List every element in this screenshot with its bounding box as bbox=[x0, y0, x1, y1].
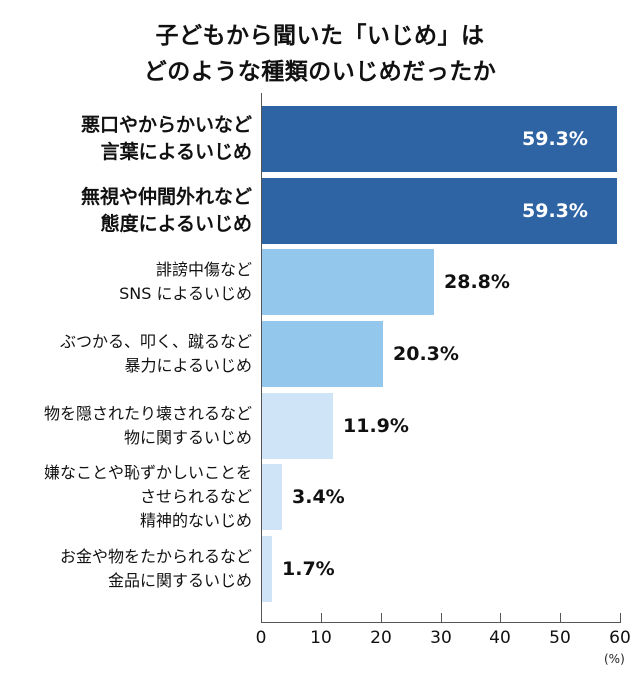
category-label: 悪口やからかいなど言葉によるいじめ bbox=[0, 112, 252, 166]
category-label-line: 悪口やからかいなど bbox=[80, 114, 252, 136]
y-axis-line bbox=[261, 93, 262, 623]
bar-5 bbox=[262, 393, 333, 459]
x-axis-unit-label: (%) bbox=[604, 652, 625, 666]
category-label: 誹謗中傷など SNS によるいじめ bbox=[0, 258, 252, 306]
x-tick bbox=[261, 613, 262, 622]
bar-4 bbox=[262, 321, 383, 387]
chart-title-line-1: 子どもから聞いた「いじめ」は bbox=[155, 23, 485, 49]
category-label-line: SNS によるいじめ bbox=[119, 284, 252, 303]
category-label-line: 精神的ないじめ bbox=[139, 511, 252, 530]
category-label-line: 金品に関するいじめ bbox=[107, 571, 252, 590]
category-label-line: お金や物をたかられるなど bbox=[59, 547, 252, 566]
category-label-line: 態度によるいじめ bbox=[100, 213, 252, 235]
category-label: お金や物をたかられるなど金品に関するいじめ bbox=[0, 545, 252, 593]
value-label: 20.3% bbox=[393, 343, 459, 365]
x-tick bbox=[560, 613, 561, 622]
category-label: ぶつかる、叩く、蹴るなど暴力によるいじめ bbox=[0, 330, 252, 378]
x-tick-label: 0 bbox=[255, 628, 267, 648]
value-label: 59.3% bbox=[522, 200, 588, 222]
x-tick bbox=[441, 613, 442, 622]
category-label-line: させられるなど bbox=[139, 487, 252, 506]
category-label-line: 言葉によるいじめ bbox=[100, 141, 252, 163]
x-tick-label: 40 bbox=[489, 628, 511, 648]
value-label: 28.8% bbox=[444, 271, 510, 293]
x-tick-label: 30 bbox=[430, 628, 452, 648]
x-tick bbox=[321, 613, 322, 622]
category-label-line: ぶつかる、叩く、蹴るなど bbox=[59, 332, 252, 351]
chart-title-line-2: どのような種類のいじめだったか bbox=[143, 59, 497, 85]
value-label: 11.9% bbox=[343, 415, 409, 437]
bar-1 bbox=[262, 106, 617, 172]
x-axis-line bbox=[261, 622, 621, 623]
x-tick-label: 50 bbox=[549, 628, 571, 648]
bar-7 bbox=[262, 536, 272, 602]
bar-6 bbox=[262, 464, 282, 530]
x-tick bbox=[500, 613, 501, 622]
value-label: 1.7% bbox=[282, 558, 335, 580]
x-tick-label: 60 bbox=[609, 628, 631, 648]
x-tick bbox=[620, 613, 621, 622]
x-tick-label: 10 bbox=[310, 628, 332, 648]
chart-title: 子どもから聞いた「いじめ」は どのような種類のいじめだったか bbox=[0, 18, 640, 90]
value-label: 3.4% bbox=[292, 486, 345, 508]
x-tick-label: 20 bbox=[370, 628, 392, 648]
category-label-line: 誹謗中傷など bbox=[155, 260, 252, 279]
category-label-line: 嫌なことや恥ずかしいことを bbox=[43, 463, 252, 482]
category-label-line: 暴力によるいじめ bbox=[124, 356, 252, 375]
x-tick bbox=[381, 613, 382, 622]
bar-2 bbox=[262, 178, 617, 244]
category-label-line: 物に関するいじめ bbox=[123, 428, 252, 447]
category-label-line: 物を隠されたり壊されるなど bbox=[43, 404, 252, 423]
category-label: 無視や仲間外れなど態度によるいじめ bbox=[0, 184, 252, 238]
category-label: 物を隠されたり壊されるなど物に関するいじめ bbox=[0, 402, 252, 450]
category-label: 嫌なことや恥ずかしいことをさせられるなど 精神的ないじめ bbox=[0, 461, 252, 533]
bar-3 bbox=[262, 249, 434, 315]
category-label-line: 無視や仲間外れなど bbox=[80, 186, 252, 208]
value-label: 59.3% bbox=[522, 128, 588, 150]
